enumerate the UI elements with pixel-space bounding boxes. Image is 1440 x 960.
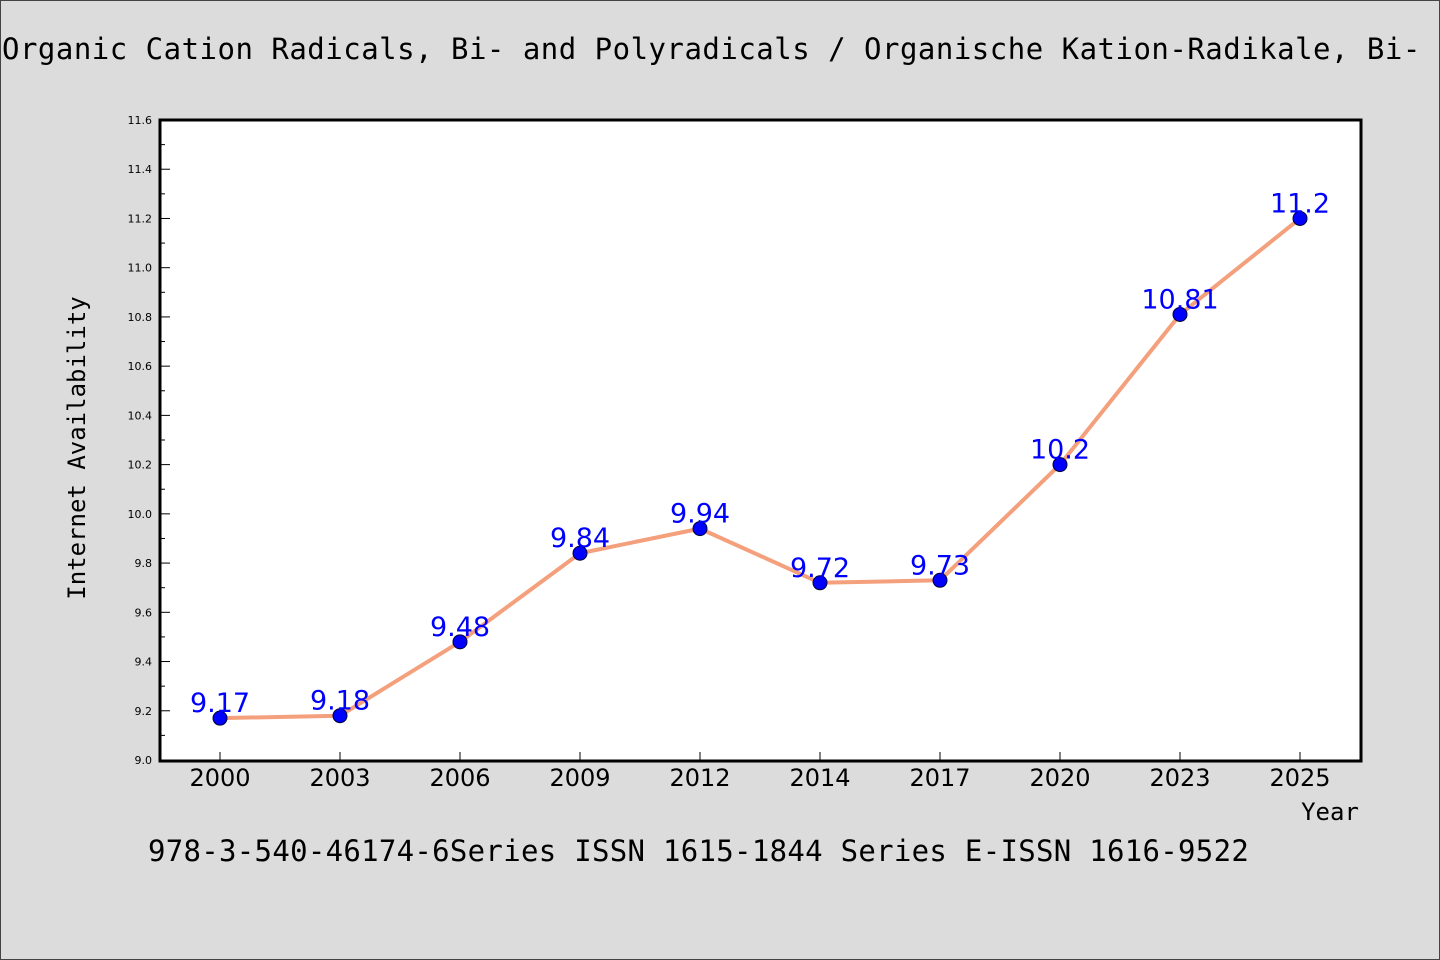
data-label: 11.2	[1270, 188, 1330, 219]
y-tick-label: 11.0	[128, 262, 153, 275]
y-tick-label: 10.2	[128, 459, 153, 472]
y-tick-label: 9.4	[135, 656, 153, 669]
data-label: 9.72	[790, 553, 850, 584]
data-label: 9.17	[190, 688, 250, 719]
series-line	[219, 216, 1302, 721]
y-tick-label: 9.0	[135, 754, 153, 767]
data-point	[692, 521, 708, 537]
y-tick-label: 11.6	[128, 114, 153, 127]
plot-area	[158, 118, 1363, 763]
x-tick-label: 2020	[1029, 764, 1090, 792]
y-tick-label: 11.4	[128, 163, 153, 176]
data-point	[332, 708, 348, 724]
data-point	[572, 545, 588, 561]
data-point	[1292, 210, 1308, 226]
data-label: 9.94	[670, 499, 730, 530]
x-tick-label: 2009	[549, 764, 610, 792]
series-layer	[212, 210, 1308, 726]
y-tick-label: 9.6	[135, 606, 153, 619]
data-label-layer: 9.17 9.18 9.48 9.84 9.94 9.72 9.73 10.2 10.81 11.…	[190, 188, 1330, 719]
data-point	[212, 710, 228, 726]
data-point	[452, 634, 468, 650]
x-tick-label: 2006	[429, 764, 490, 792]
data-label: 9.18	[310, 686, 370, 717]
x-tick-label: 2014	[789, 764, 850, 792]
y-tick-label: 11.2	[128, 212, 153, 225]
data-point	[1172, 306, 1188, 322]
x-axis-label: Year	[1301, 798, 1359, 826]
data-label: 9.73	[910, 550, 970, 581]
x-tick-label: 2017	[909, 764, 970, 792]
x-axis: 2000 2003 2006 2009 2012 2014 2017 2020 2023 2025	[189, 752, 1331, 792]
x-tick-label: 2023	[1149, 764, 1210, 792]
y-tick-label: 10.0	[128, 508, 153, 521]
x-tick-label: 2003	[309, 764, 370, 792]
isbn-footer: 978-3-540-46174-6Series ISSN 1615-1844 S…	[148, 834, 1250, 868]
y-tick-label: 10.8	[128, 311, 153, 324]
data-label: 9.48	[430, 612, 490, 643]
y-tick-label: 9.8	[135, 557, 153, 570]
x-tick-label: 2012	[669, 764, 730, 792]
y-tick-label: 10.4	[128, 409, 153, 422]
y-axis: 9.0 9.2 9.4 9.6 9.8 10.0 10.2 10.4 10.6 10.8 11.0 1…	[128, 114, 170, 767]
x-tick-label: 2025	[1269, 764, 1330, 792]
data-point	[932, 572, 948, 588]
x-tick-label: 2000	[189, 764, 250, 792]
y-axis-label: Internet Availability	[63, 296, 91, 599]
chart-title: Organic Cation Radicals, Bi- and Polyrad…	[2, 32, 1421, 66]
data-label: 10.2	[1030, 435, 1090, 466]
data-point	[812, 575, 828, 591]
data-label: 9.84	[550, 523, 610, 554]
y-tick-label: 10.6	[128, 360, 153, 373]
data-point	[1052, 457, 1068, 473]
data-label: 10.81	[1141, 284, 1218, 315]
y-tick-label: 9.2	[135, 705, 153, 718]
